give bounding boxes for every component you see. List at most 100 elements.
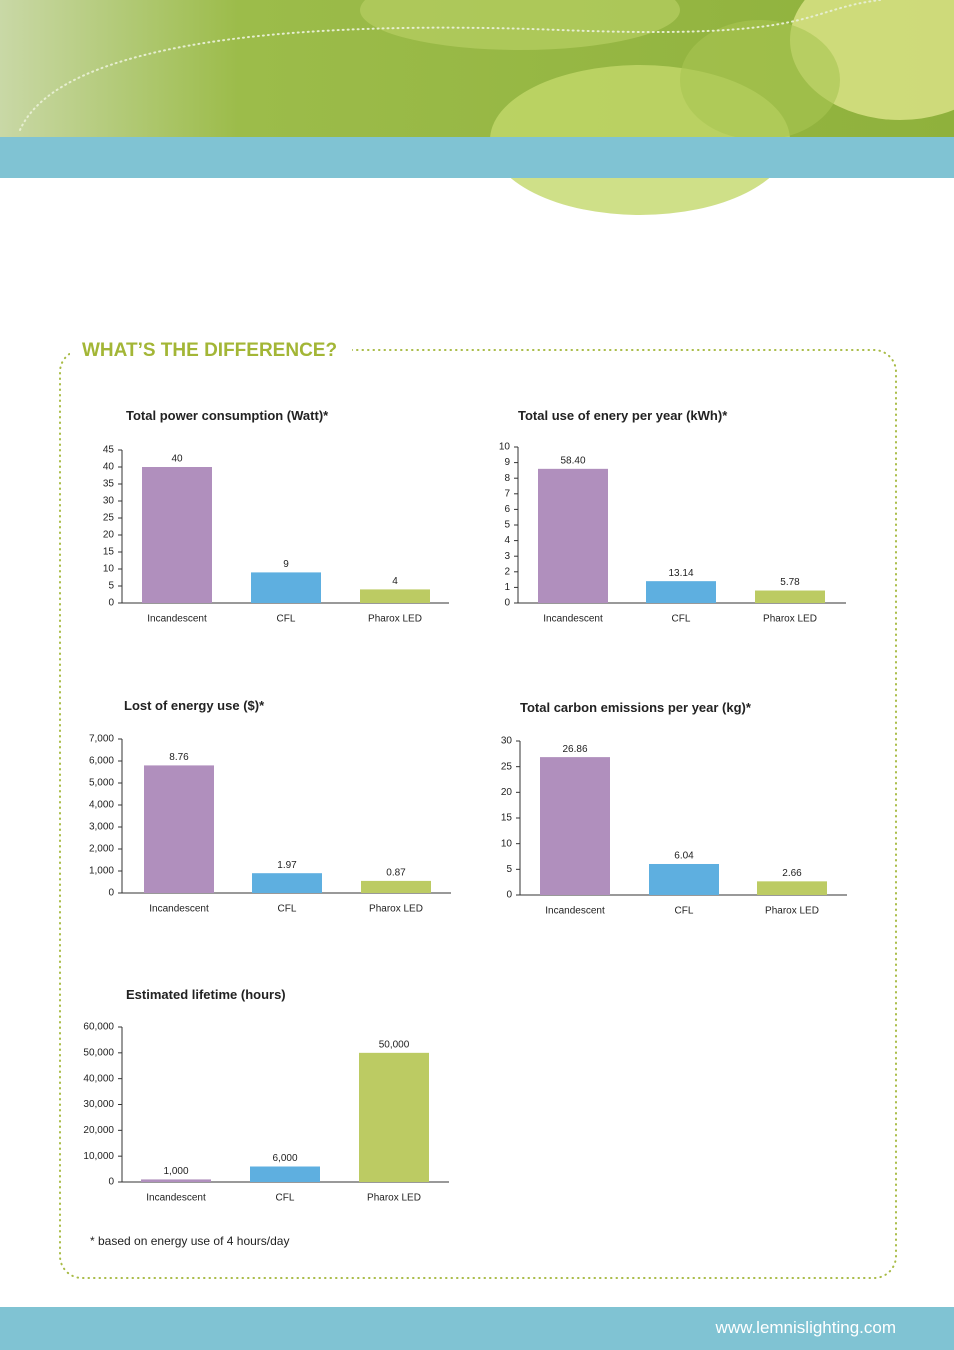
footnote: * based on energy use of 4 hours/day xyxy=(90,1234,289,1248)
data-label: 58.40 xyxy=(560,455,585,466)
bar xyxy=(361,880,431,893)
heading: WHAT’S THE DIFFERENCE? xyxy=(82,340,337,361)
x-tick-label: Incandescent xyxy=(149,904,209,915)
bar xyxy=(540,757,610,895)
y-tick-label: 45 xyxy=(103,445,115,456)
y-tick-label: 10 xyxy=(501,838,513,849)
y-tick-label: 30,000 xyxy=(83,1099,114,1110)
data-label: 0.87 xyxy=(386,868,406,879)
x-tick-label: Incandescent xyxy=(545,906,605,917)
data-label: 4 xyxy=(392,576,398,587)
y-tick-label: 1,000 xyxy=(89,866,114,877)
y-tick-label: 9 xyxy=(504,457,510,468)
x-tick-label: Pharox LED xyxy=(763,614,817,625)
bar xyxy=(250,1166,320,1182)
bar xyxy=(538,468,608,603)
x-tick-label: Incandescent xyxy=(147,614,207,625)
y-tick-label: 50,000 xyxy=(83,1047,114,1058)
y-tick-label: 40 xyxy=(103,462,115,473)
y-tick-label: 5 xyxy=(506,864,512,875)
bar xyxy=(252,873,322,893)
data-label: 40 xyxy=(171,454,183,465)
y-tick-label: 5,000 xyxy=(89,778,114,789)
chart-title: Estimated lifetime (hours) xyxy=(126,987,286,1002)
y-tick-label: 0 xyxy=(506,890,512,901)
data-label: 8.76 xyxy=(169,752,189,763)
data-label: 6,000 xyxy=(272,1153,297,1164)
y-tick-label: 20 xyxy=(103,530,115,541)
header-banner xyxy=(0,0,954,215)
x-tick-label: Incandescent xyxy=(146,1193,206,1204)
bar xyxy=(251,572,321,603)
data-label: 1.97 xyxy=(277,860,297,871)
y-tick-label: 25 xyxy=(103,513,115,524)
chart-title: Total power consumption (Watt)* xyxy=(126,408,329,423)
dotted-border xyxy=(59,349,897,1279)
url: www.lemnislighting.com xyxy=(715,1318,896,1337)
data-label: 5.78 xyxy=(780,577,800,588)
bar xyxy=(649,863,719,895)
y-tick-label: 1 xyxy=(504,582,510,593)
y-tick-label: 3 xyxy=(504,551,510,562)
y-tick-label: 6,000 xyxy=(89,756,114,767)
y-tick-label: 20 xyxy=(501,787,513,798)
y-tick-label: 10 xyxy=(103,564,115,575)
bar xyxy=(359,1052,429,1182)
y-tick-label: 0 xyxy=(108,888,114,899)
footer-band xyxy=(0,1307,954,1350)
y-tick-label: 40,000 xyxy=(83,1073,114,1084)
bar xyxy=(142,467,212,603)
y-tick-label: 4 xyxy=(504,535,510,546)
data-label: 13.14 xyxy=(668,568,693,579)
y-tick-label: 8 xyxy=(504,473,510,484)
y-tick-label: 30 xyxy=(501,736,513,747)
bar xyxy=(757,881,827,895)
x-tick-label: CFL xyxy=(278,904,297,915)
chart-title: Lost of energy use ($)* xyxy=(124,698,265,713)
chart-title: Total carbon emissions per year (kg)* xyxy=(520,700,752,715)
data-label: 6.04 xyxy=(674,851,694,862)
bar xyxy=(755,590,825,603)
x-tick-label: Pharox LED xyxy=(367,1193,421,1204)
y-tick-label: 10,000 xyxy=(83,1151,114,1162)
y-tick-label: 4,000 xyxy=(89,800,114,811)
y-tick-label: 0 xyxy=(108,1177,114,1188)
data-label: 26.86 xyxy=(562,744,587,755)
x-tick-label: Incandescent xyxy=(543,614,603,625)
y-tick-label: 15 xyxy=(501,813,513,824)
x-tick-label: CFL xyxy=(672,614,691,625)
bar xyxy=(141,1179,211,1182)
y-tick-label: 5 xyxy=(504,520,510,531)
y-tick-label: 2 xyxy=(504,566,510,577)
y-tick-label: 0 xyxy=(504,598,510,609)
x-tick-label: CFL xyxy=(276,1193,295,1204)
y-tick-label: 3,000 xyxy=(89,822,114,833)
data-label: 2.66 xyxy=(782,868,802,879)
y-tick-label: 6 xyxy=(504,504,510,515)
x-tick-label: CFL xyxy=(277,614,296,625)
y-tick-label: 10 xyxy=(499,442,511,453)
y-tick-label: 7,000 xyxy=(89,734,114,745)
y-tick-label: 35 xyxy=(103,479,115,490)
bar xyxy=(360,589,430,603)
y-tick-label: 30 xyxy=(103,496,115,507)
y-tick-label: 15 xyxy=(103,547,115,558)
x-tick-label: Pharox LED xyxy=(765,906,819,917)
chart-title: Total use of enery per year (kWh)* xyxy=(518,408,728,423)
bar xyxy=(646,581,716,603)
bar xyxy=(144,765,214,893)
y-tick-label: 2,000 xyxy=(89,844,114,855)
x-tick-label: Pharox LED xyxy=(368,614,422,625)
y-tick-label: 7 xyxy=(504,488,510,499)
y-tick-label: 5 xyxy=(108,581,114,592)
data-label: 9 xyxy=(283,559,289,570)
x-tick-label: Pharox LED xyxy=(369,904,423,915)
y-tick-label: 60,000 xyxy=(83,1022,114,1033)
data-label: 50,000 xyxy=(379,1039,410,1050)
data-label: 1,000 xyxy=(163,1166,188,1177)
y-tick-label: 25 xyxy=(501,761,513,772)
y-tick-label: 20,000 xyxy=(83,1125,114,1136)
y-tick-label: 0 xyxy=(108,598,114,609)
heading-gap xyxy=(70,336,352,364)
